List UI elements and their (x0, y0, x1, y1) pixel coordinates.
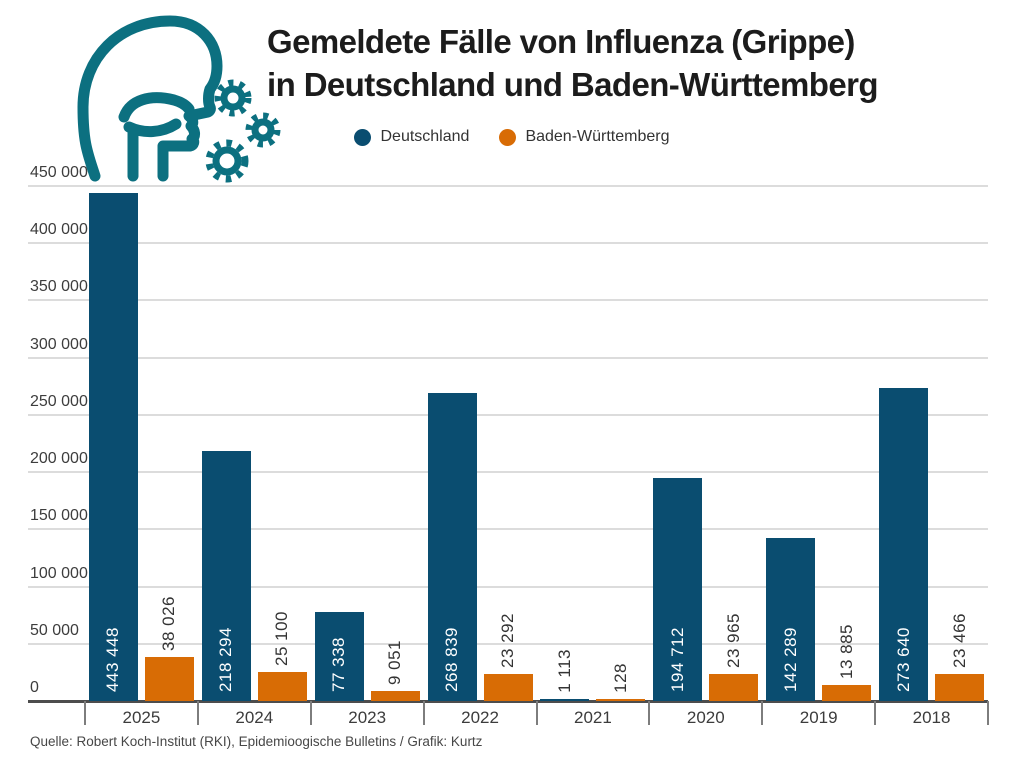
axis-tick (84, 701, 86, 725)
legend-dot (499, 128, 517, 146)
value-label-deutschland-2021: 1 113 (554, 648, 574, 693)
bar-deutschland-2023 (314, 612, 364, 701)
source-credit: Quelle: Robert Koch-Institut (RKI), Epid… (30, 734, 483, 749)
value-label-deutschland-2022: 268 839 (442, 627, 462, 692)
axis-tick (309, 701, 312, 725)
axis-tick (761, 701, 764, 725)
bar-baden-wuerttemberg-2025 (144, 657, 194, 701)
y-axis-label: 350 000 (30, 278, 88, 296)
gridline (28, 642, 988, 645)
bar-deutschland-2025 (88, 193, 138, 701)
bar-baden-wuerttemberg-2024 (257, 672, 307, 701)
legend-dot (354, 128, 372, 146)
bar-deutschland-2020 (653, 478, 703, 701)
axis-tick (422, 701, 425, 725)
year-label-2022: 2022 (461, 708, 499, 727)
gridline (28, 185, 988, 187)
axis-tick (535, 701, 538, 725)
germ-icon (205, 139, 249, 183)
value-label-baden-wuerttemberg-2018: 23 466 (949, 613, 969, 669)
legend-label: Baden-Württemberg (525, 128, 670, 145)
legend-item-baden-wuerttemberg: Baden-Württemberg (499, 128, 670, 146)
germ-icon (245, 112, 281, 148)
year-label-2024: 2024 (235, 708, 274, 727)
value-label-baden-wuerttemberg-2021: 128 (610, 662, 630, 693)
y-axis-label: 150 000 (30, 507, 88, 525)
bar-baden-wuerttemberg-2020 (709, 673, 759, 701)
year-label-2018: 2018 (912, 708, 951, 727)
value-label-baden-wuerttemberg-2023: 9 051 (385, 639, 405, 685)
head-outline (77, 15, 223, 182)
bar-deutschland-2018 (879, 387, 929, 701)
value-label-deutschland-2019: 142 289 (780, 627, 800, 692)
value-label-baden-wuerttemberg-2022: 23 292 (498, 613, 518, 669)
bar-baden-wuerttemberg-2021 (596, 698, 646, 701)
y-axis-label: 400 000 (30, 221, 88, 239)
germ-icon (214, 79, 252, 117)
axis-tick (648, 701, 651, 725)
gridline (28, 528, 988, 531)
axis-tick (987, 701, 989, 725)
bar-deutschland-2019 (766, 538, 816, 701)
gridline (28, 356, 988, 359)
bar-deutschland-2022 (427, 393, 477, 701)
value-label-baden-wuerttemberg-2024: 25 100 (272, 611, 292, 667)
bar-baden-wuerttemberg-2022 (483, 674, 533, 701)
y-axis-label: 0 (30, 679, 39, 696)
bar-baden-wuerttemberg-2023 (370, 690, 420, 701)
axis-tick (196, 701, 199, 725)
value-label-deutschland-2018: 273 640 (893, 627, 913, 692)
y-axis-label: 250 000 (30, 392, 88, 410)
legend-label: Deutschland (380, 128, 470, 145)
gridline (28, 413, 988, 416)
gridline (28, 299, 988, 302)
value-label-deutschland-2025: 443 448 (103, 627, 123, 692)
bar-baden-wuerttemberg-2019 (822, 685, 872, 701)
legend-item-deutschland: Deutschland (354, 128, 469, 146)
coughing-head-icon (77, 15, 281, 183)
year-label-2021: 2021 (574, 708, 612, 727)
gridline (28, 242, 988, 245)
gridline (28, 585, 988, 588)
mouth-upper-line (118, 92, 195, 123)
value-label-baden-wuerttemberg-2019: 13 885 (836, 624, 856, 680)
y-axis-label: 100 000 (30, 564, 88, 582)
bar-deutschland-2021 (540, 698, 590, 701)
y-axis-label: 50 000 (30, 621, 79, 639)
x-axis-line (28, 700, 988, 703)
value-label-deutschland-2024: 218 294 (216, 627, 236, 692)
y-axis-label: 300 000 (30, 335, 88, 353)
year-label-2019: 2019 (799, 708, 838, 727)
chart-title-line1: Gemeldete Fälle von Influenza (Grippe) (267, 23, 855, 60)
value-label-deutschland-2023: 77 338 (329, 637, 349, 692)
bar-deutschland-2024 (201, 451, 251, 701)
year-label-2020: 2020 (686, 708, 725, 727)
year-label-2023: 2023 (348, 708, 387, 727)
bar-baden-wuerttemberg-2018 (935, 674, 985, 701)
axis-tick (874, 701, 877, 725)
legend: Deutschland Baden-Württemberg (0, 128, 1024, 146)
y-axis-label: 450 000 (30, 164, 88, 181)
chart-title-line2: in Deutschland und Baden-Württemberg (267, 66, 879, 103)
gridline (28, 471, 988, 474)
y-axis-label: 200 000 (30, 450, 88, 468)
chart-title: Gemeldete Fälle von Influenza (Grippe) i… (267, 20, 879, 106)
year-label-2025: 2025 (122, 708, 161, 727)
value-label-deutschland-2020: 194 712 (667, 627, 687, 692)
value-label-baden-wuerttemberg-2025: 38 026 (159, 596, 179, 652)
value-label-baden-wuerttemberg-2020: 23 965 (723, 612, 743, 668)
